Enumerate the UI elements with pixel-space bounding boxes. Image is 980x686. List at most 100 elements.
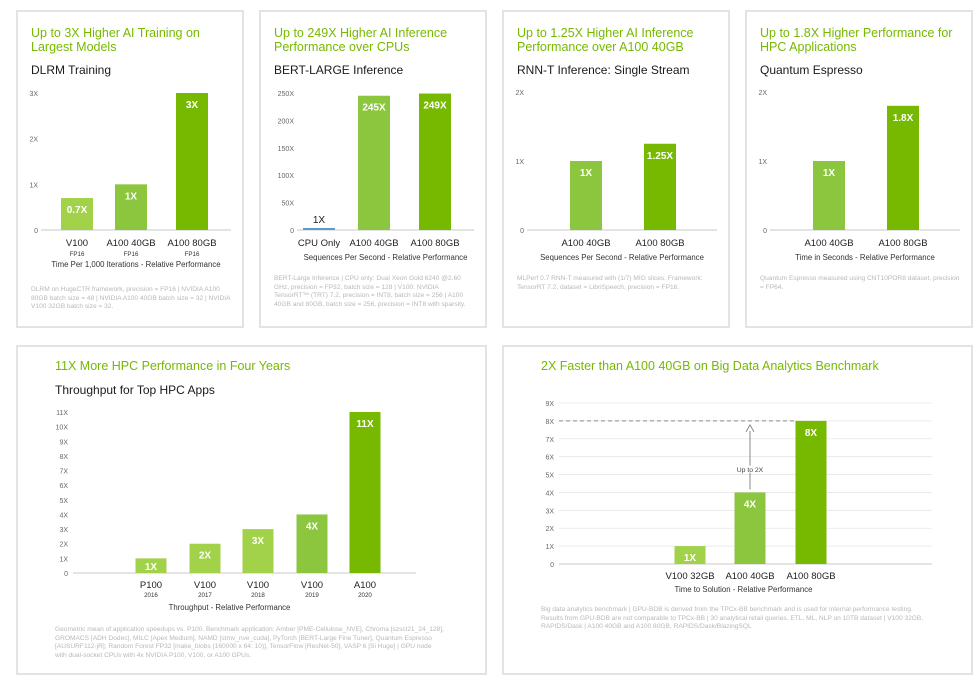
x-category-label: V100 xyxy=(247,580,269,591)
chart-big-data: 0 1X 2X 3X 4X 5X 6X 7X 8X 9X 1X V100 32GB 4X A100 40G… xyxy=(545,401,932,594)
bar-value-label: 3X xyxy=(252,536,265,547)
y-tick-label: 1X xyxy=(59,556,68,563)
bar-2 xyxy=(734,492,766,564)
bar-value-label: 1.25X xyxy=(647,151,673,162)
y-tick-label: 1X xyxy=(515,159,524,166)
footnote-rnnt: MLPerf 0.7 RNN-T measured with (1/7) MIG… xyxy=(517,275,703,291)
x-axis-caption: Throughput - Relative Performance xyxy=(169,603,291,612)
y-tick-label: 6X xyxy=(545,455,554,462)
x-category-label: A100 40GB xyxy=(106,238,155,249)
chart-title-rnnt: RNN-T Inference: Single Stream xyxy=(517,63,690,77)
x-category-sublabel: 2017 xyxy=(198,592,212,599)
bar-3 xyxy=(176,93,208,230)
bar-2 xyxy=(115,184,147,230)
y-tick-label: 11X xyxy=(56,410,68,417)
y-tick-label: 2X xyxy=(758,90,767,97)
chart-card-hpc xyxy=(16,345,487,675)
y-tick-label: 1X xyxy=(545,544,554,551)
y-tick-label: 0 xyxy=(290,228,294,235)
bar-4 xyxy=(296,514,328,573)
bar-3 xyxy=(242,529,274,573)
x-category-sublabel: 2019 xyxy=(305,592,319,599)
x-category-sublabel: 2018 xyxy=(251,592,265,599)
arrow-head-icon xyxy=(745,423,755,433)
x-category-label: P100 xyxy=(140,580,162,591)
y-tick-label: 2X xyxy=(515,90,524,97)
y-tick-label: 3X xyxy=(545,508,554,515)
bar-value-label: 1X xyxy=(145,562,158,573)
x-category-label: V100 xyxy=(301,580,323,591)
chart-title-bert: BERT-LARGE Inference xyxy=(274,63,404,77)
headline-rnnt: Up to 1.25X Higher AI Inference Performa… xyxy=(517,26,694,54)
x-category-label: A100 xyxy=(354,580,376,591)
bar-value-label: 1X xyxy=(125,191,138,202)
bar-2 xyxy=(358,95,390,231)
bar-1 xyxy=(61,198,93,230)
y-tick-label: 100X xyxy=(278,173,295,180)
y-tick-label: 2X xyxy=(545,526,554,533)
bar-2 xyxy=(644,143,676,230)
x-category-label: A100 80GB xyxy=(167,238,216,249)
x-category-label: A100 40GB xyxy=(725,571,774,582)
x-axis-caption: Time Per 1,000 Iterations - Relative Per… xyxy=(51,260,220,269)
chart-dlrm: 0 1X 2X 3X 0.7X V100 FP16 1X A100 40GB FP16 3X A100… xyxy=(29,91,231,269)
x-category-label: CPU Only xyxy=(298,238,340,249)
bar-1 xyxy=(674,546,706,564)
bar-1 xyxy=(303,228,335,230)
headline-bert: Up to 249X Higher AI Inference Performan… xyxy=(274,26,448,54)
x-axis-caption: Sequences Per Second - Relative Performa… xyxy=(304,253,468,262)
chart-bert: 0 50X 100X 150X 200X 250X 1X CPU Only 245X A100 4… xyxy=(278,91,474,262)
y-tick-label: 250X xyxy=(278,91,295,98)
y-tick-label: 7X xyxy=(59,469,68,476)
y-tick-label: 3X xyxy=(59,527,68,534)
y-tick-label: 4X xyxy=(545,490,554,497)
bar-value-label: 3X xyxy=(186,100,199,111)
bar-value-label: 0.7X xyxy=(67,205,88,216)
chart-card-quantum-espresso xyxy=(745,10,973,328)
headline-quantum-espresso: Up to 1.8X Higher Performance for HPC Ap… xyxy=(760,26,953,54)
bar-1 xyxy=(570,161,602,230)
x-category-sublabel: FP16 xyxy=(185,251,200,258)
bar-5 xyxy=(349,412,381,573)
y-tick-label: 8X xyxy=(59,454,68,461)
bar-value-label: 2X xyxy=(199,551,212,562)
x-axis-caption: Time to Solution - Relative Performance xyxy=(675,585,813,594)
y-tick-label: 8X xyxy=(545,419,554,426)
x-category-sublabel: 2016 xyxy=(144,592,158,599)
y-tick-label: 2X xyxy=(59,542,68,549)
x-category-label: A100 80GB xyxy=(410,238,459,249)
x-category-label: A100 40GB xyxy=(349,238,398,249)
bar-value-label: 1X xyxy=(580,168,593,179)
footnote-quantum-espresso: Quantum Espresso measured using CNT10POR… xyxy=(760,275,960,291)
y-tick-label: 3X xyxy=(29,91,38,98)
bar-value-label: 1X xyxy=(313,215,326,226)
headline-hpc: 11X More HPC Performance in Four Years xyxy=(55,359,291,373)
x-axis-caption: Sequences Per Second - Relative Performa… xyxy=(540,253,704,262)
y-tick-label: 5X xyxy=(545,473,554,480)
x-category-label: V100 32GB xyxy=(665,571,714,582)
y-tick-label: 10X xyxy=(56,425,69,432)
bar-1 xyxy=(135,558,167,573)
x-category-label: A100 80GB xyxy=(878,238,927,249)
x-category-sublabel: FP16 xyxy=(70,251,85,258)
y-tick-label: 0 xyxy=(34,228,38,235)
y-tick-label: 0 xyxy=(550,562,554,569)
bar-value-label: 11X xyxy=(356,419,374,430)
annotation-label: Up to 2X xyxy=(737,467,764,474)
headline-dlrm: Up to 3X Higher AI Training on Largest M… xyxy=(31,26,200,54)
y-tick-label: 7X xyxy=(545,437,554,444)
x-axis-caption: Time in Seconds - Relative Performance xyxy=(795,253,935,262)
y-tick-label: 1X xyxy=(758,159,767,166)
y-tick-label: 4X xyxy=(59,512,68,519)
x-category-label: V100 xyxy=(66,238,88,249)
y-tick-label: 6X xyxy=(59,483,68,490)
x-category-label: A100 80GB xyxy=(786,571,835,582)
chart-card-rnnt xyxy=(502,10,730,328)
chart-title-hpc: Throughput for Top HPC Apps xyxy=(55,383,215,397)
footnote-dlrm: DLRM on HugeCTR framework, precision = F… xyxy=(31,286,231,310)
headline-big-data: 2X Faster than A100 40GB on Big Data Ana… xyxy=(541,359,879,373)
footnote-hpc: Geometric mean of application speedups v… xyxy=(55,626,444,659)
chart-title-dlrm: DLRM Training xyxy=(31,63,112,77)
x-category-sublabel: FP16 xyxy=(124,251,139,258)
